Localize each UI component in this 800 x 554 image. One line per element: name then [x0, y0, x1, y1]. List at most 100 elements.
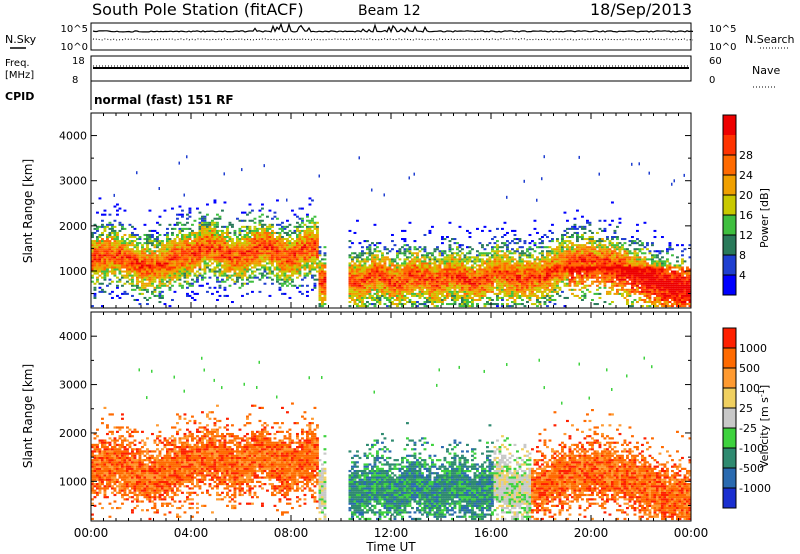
power-cell: [503, 278, 507, 281]
power-cell: [551, 290, 554, 293]
power-cell: [96, 278, 99, 281]
power-cell: [483, 272, 487, 275]
power-cell: [166, 236, 169, 239]
power-cell: [208, 270, 212, 273]
power-cell: [298, 242, 302, 245]
power-cell: [366, 286, 369, 289]
power-cell: [311, 248, 314, 251]
power-cell: [321, 268, 324, 271]
power-cell: [158, 187, 160, 191]
power-cell: [206, 225, 209, 228]
power-cell: [378, 278, 382, 281]
power-cell: [283, 250, 287, 253]
power-cell: [301, 242, 304, 245]
power-cell: [498, 290, 502, 293]
power-cell: [243, 270, 247, 273]
power-cell: [543, 301, 547, 304]
power-cell: [218, 252, 222, 255]
power-cell: [203, 227, 207, 230]
power-cell: [601, 278, 604, 281]
power-cell: [583, 256, 587, 259]
power-cell: [441, 250, 444, 253]
power-cell: [316, 242, 319, 245]
power-cell: [116, 236, 119, 239]
power-cell: [273, 240, 277, 243]
power-cell: [201, 238, 204, 241]
power-cell: [418, 280, 422, 283]
power-cell: [181, 238, 184, 241]
power-cell: [166, 244, 169, 247]
power-cell: [388, 274, 392, 277]
power-cell: [368, 278, 372, 281]
power-cell: [266, 244, 269, 247]
power-cell: [148, 258, 152, 261]
power-cell: [123, 260, 127, 263]
power-cell: [143, 242, 147, 245]
power-cell: [193, 233, 197, 237]
power-cell: [496, 286, 499, 289]
power-cell: [116, 276, 119, 279]
power-cell: [446, 290, 449, 293]
power-cell: [286, 284, 289, 287]
power-cell: [258, 272, 262, 275]
power-cell: [498, 256, 502, 259]
power-cell: [463, 274, 467, 277]
power-cell: [398, 252, 402, 255]
power-cell: [298, 290, 302, 293]
power-cell: [201, 219, 204, 222]
power-cell: [268, 236, 272, 239]
power-cell: [473, 288, 477, 291]
power-cell: [386, 290, 389, 293]
power-cell: [306, 248, 309, 251]
power-cell: [301, 229, 304, 232]
power-cell: [136, 242, 139, 245]
power-cell: [433, 296, 437, 299]
power-cell: [323, 252, 327, 255]
power-cell: [106, 233, 109, 237]
power-cell: [368, 268, 372, 271]
power-cell: [208, 236, 212, 239]
power-cell: [463, 296, 467, 299]
power-cell: [101, 244, 104, 247]
power-cell: [283, 260, 287, 263]
power-cell: [121, 227, 124, 230]
power-cell: [231, 274, 234, 277]
power-cell: [308, 254, 312, 257]
power-cell: [178, 256, 182, 259]
power-cell: [541, 268, 544, 271]
power-cell: [478, 296, 482, 299]
power-cell: [571, 250, 574, 253]
power-cell: [461, 264, 464, 267]
power-cell: [351, 258, 354, 261]
power-cell: [536, 198, 538, 202]
power-cell: [393, 288, 397, 291]
power-cell: [521, 262, 524, 265]
power-cell: [588, 266, 592, 269]
power-cell: [138, 260, 142, 263]
power-cell: [573, 217, 577, 220]
power-cell: [313, 225, 317, 228]
power-cell: [471, 268, 474, 271]
power-cell: [583, 274, 587, 277]
power-cell: [541, 294, 544, 297]
power-cell: [498, 274, 502, 277]
power-cell: [403, 272, 407, 275]
power-cell: [531, 268, 534, 271]
power-cell: [313, 233, 317, 237]
power-cell: [151, 280, 154, 283]
power-cell: [251, 238, 254, 241]
power-cell: [566, 219, 569, 222]
power-cell: [433, 266, 437, 269]
power-cell: [396, 264, 399, 267]
power-cell: [91, 254, 94, 257]
power-cell: [146, 284, 149, 287]
power-cell: [156, 270, 159, 273]
power-cell: [288, 248, 292, 251]
power-cell: [196, 236, 199, 239]
power-cell: [463, 294, 467, 297]
power-cell: [311, 242, 314, 245]
power-cell: [263, 256, 267, 259]
power-cell: [113, 252, 117, 255]
power-cell: [248, 262, 252, 265]
power-cell: [308, 238, 312, 241]
